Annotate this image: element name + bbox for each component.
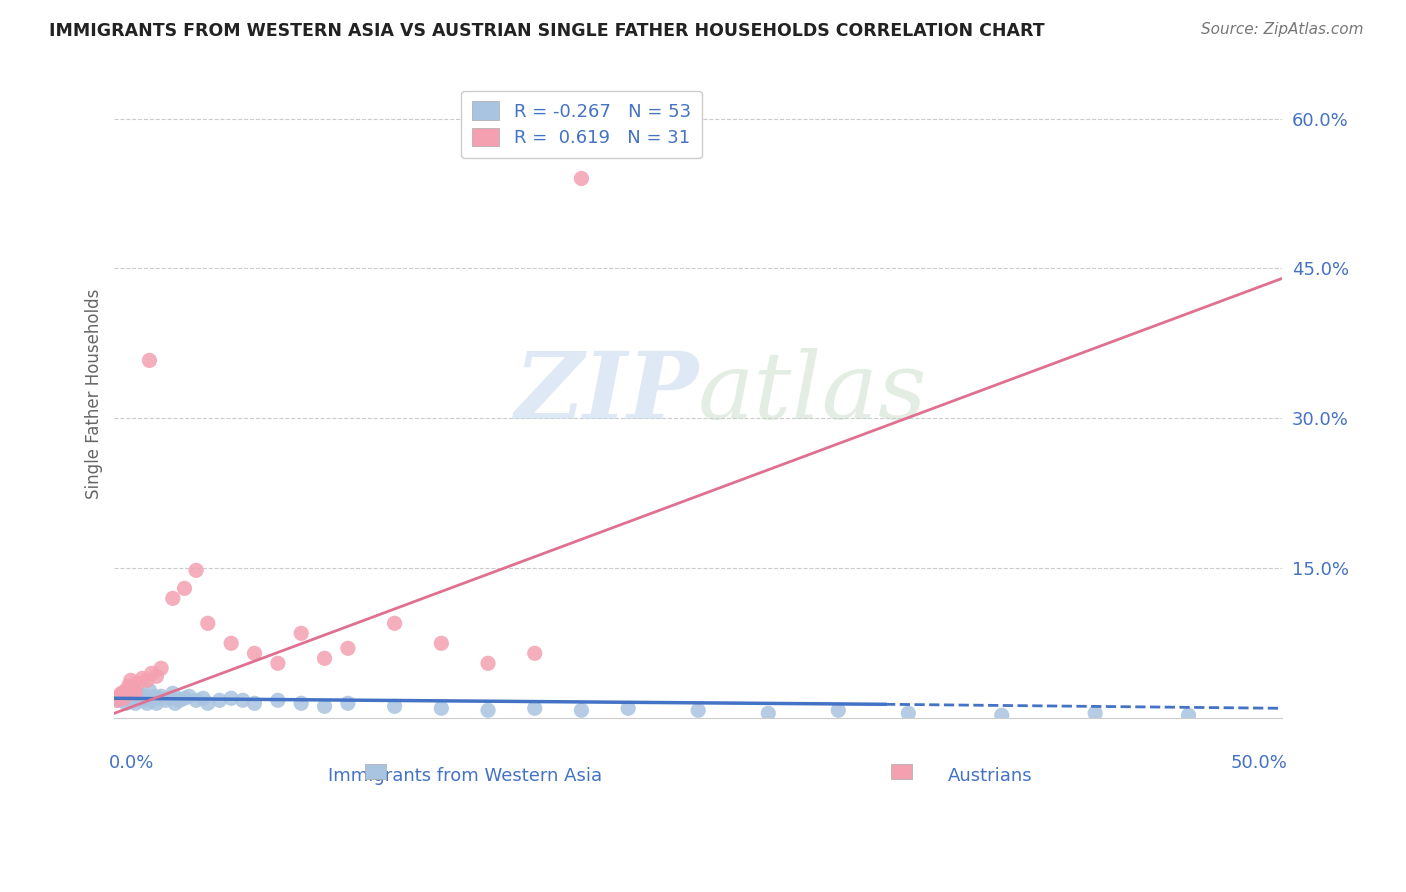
Point [267, 657, 290, 671]
Text: atlas: atlas [699, 349, 928, 438]
Point [186, 693, 208, 707]
Point [756, 706, 779, 721]
Point [173, 691, 195, 706]
Point [131, 693, 153, 707]
Point [127, 686, 149, 700]
Point [990, 708, 1012, 723]
Point [186, 563, 208, 577]
Point [155, 693, 177, 707]
Text: ZIP: ZIP [515, 349, 699, 438]
FancyBboxPatch shape [891, 764, 912, 779]
Point [219, 691, 242, 706]
Point [138, 353, 160, 368]
Point [165, 696, 187, 710]
Point [145, 669, 167, 683]
Point [232, 693, 254, 707]
Point [105, 693, 128, 707]
Point [827, 703, 849, 717]
Text: Immigrants from Western Asia: Immigrants from Western Asia [328, 767, 602, 785]
Point [150, 690, 173, 704]
Point [150, 661, 173, 675]
Point [120, 693, 142, 707]
Point [138, 691, 160, 706]
Point [112, 686, 135, 700]
Point [571, 171, 593, 186]
Point [117, 691, 139, 706]
Point [314, 699, 336, 714]
Text: Source: ZipAtlas.com: Source: ZipAtlas.com [1201, 22, 1364, 37]
Point [124, 686, 146, 700]
Point [108, 693, 131, 707]
Point [290, 696, 312, 710]
Point [197, 616, 219, 631]
Point [110, 686, 132, 700]
Point [124, 696, 146, 710]
Point [1177, 708, 1199, 723]
Point [159, 691, 181, 706]
Point [122, 681, 145, 696]
Point [219, 636, 242, 650]
Point [122, 681, 145, 696]
Point [571, 703, 593, 717]
Point [208, 693, 231, 707]
Point [105, 691, 128, 706]
Point [617, 701, 640, 715]
Point [267, 693, 290, 707]
Point [141, 693, 163, 707]
Point [148, 691, 170, 706]
Point [141, 666, 163, 681]
Point [477, 703, 499, 717]
Point [243, 696, 266, 710]
Point [110, 690, 132, 704]
Point [162, 686, 184, 700]
Point [314, 651, 336, 665]
Point [145, 696, 167, 710]
Point [108, 690, 131, 704]
Point [1084, 706, 1107, 721]
Text: IMMIGRANTS FROM WESTERN ASIA VS AUSTRIAN SINGLE FATHER HOUSEHOLDS CORRELATION CH: IMMIGRANTS FROM WESTERN ASIA VS AUSTRIAN… [49, 22, 1045, 40]
Point [162, 591, 184, 606]
Point [191, 691, 214, 706]
Point [115, 683, 138, 698]
Point [384, 699, 406, 714]
Point [179, 690, 201, 704]
Point [120, 673, 142, 688]
Point [129, 691, 152, 706]
Point [143, 690, 166, 704]
Point [138, 683, 160, 698]
Point [523, 701, 546, 715]
Point [169, 693, 191, 707]
Point [115, 696, 138, 710]
Point [127, 676, 149, 690]
Point [243, 646, 266, 660]
Point [336, 696, 359, 710]
Point [131, 671, 153, 685]
Point [112, 691, 135, 706]
Text: Austrians: Austrians [948, 767, 1032, 785]
Point [336, 641, 359, 656]
Point [134, 690, 156, 704]
Point [173, 582, 195, 596]
Point [688, 703, 710, 717]
Point [117, 679, 139, 693]
Point [384, 616, 406, 631]
Point [430, 636, 453, 650]
Point [197, 696, 219, 710]
Point [430, 701, 453, 715]
Text: 0.0%: 0.0% [108, 754, 153, 772]
Text: 50.0%: 50.0% [1230, 754, 1288, 772]
Y-axis label: Single Father Households: Single Father Households [86, 288, 103, 499]
Point [136, 673, 159, 688]
Point [290, 626, 312, 640]
Point [897, 706, 920, 721]
Point [477, 657, 499, 671]
Legend: R = -0.267   N = 53, R =  0.619   N = 31: R = -0.267 N = 53, R = 0.619 N = 31 [461, 91, 702, 158]
Point [136, 696, 159, 710]
FancyBboxPatch shape [366, 764, 387, 779]
Point [122, 690, 145, 704]
Point [523, 646, 546, 660]
